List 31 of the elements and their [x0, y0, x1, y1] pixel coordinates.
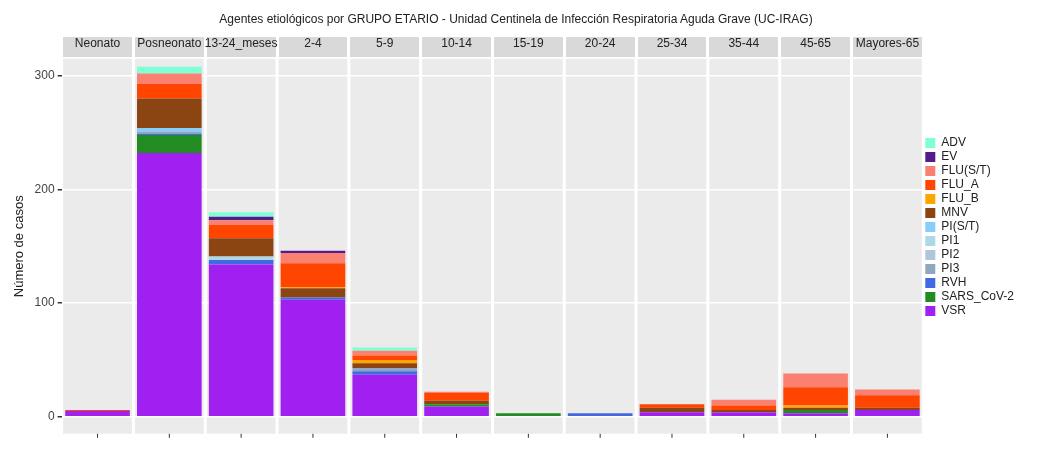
x-tick-label: 13-24_meses — [204, 35, 278, 50]
x-tick-label: 45-65 — [800, 35, 832, 50]
chart-title: Agentes etiológicos por GRUPO ETARIO - Unidad Centinela de Infección Respiratoria Aguda Grave (UC-IRAG) — [219, 11, 813, 26]
legend-label: RVH — [941, 275, 967, 290]
x-tick-label: 15-19 — [513, 35, 545, 50]
legend-label: FLU_B — [941, 191, 979, 206]
legend-label: ADV — [941, 135, 966, 150]
legend-label: PI(S/T) — [941, 219, 980, 234]
legend-label: EV — [941, 149, 958, 164]
legend-label: FLU(S/T) — [941, 163, 991, 178]
x-tick-label: 20-24 — [584, 35, 616, 50]
y-tick-label: 100 — [34, 295, 55, 310]
y-tick-label: 300 — [34, 68, 55, 83]
x-tick-label: Posneonato — [137, 35, 202, 50]
legend-label: PI1 — [941, 233, 960, 248]
y-axis-title: Número de casos — [11, 194, 27, 298]
y-tick-label: 200 — [34, 181, 55, 196]
legend-label: SARS_CoV-2 — [941, 289, 1015, 304]
x-tick-label: 10-14 — [441, 35, 473, 50]
x-tick-label: Mayores-65 — [855, 35, 920, 50]
x-tick-label: 2-4 — [304, 35, 322, 50]
legend-label: VSR — [941, 303, 967, 318]
legend-label: FLU_A — [941, 177, 979, 192]
x-tick-label: 5-9 — [376, 35, 394, 50]
y-tick-label: 0 — [47, 409, 55, 424]
legend-label: MNV — [941, 205, 968, 220]
legend-label: PI3 — [941, 261, 960, 276]
x-tick-label: 25-34 — [656, 35, 688, 50]
legend-label: PI2 — [941, 247, 960, 262]
x-tick-label: 35-44 — [728, 35, 760, 50]
x-tick-label: Neonato — [74, 35, 121, 50]
